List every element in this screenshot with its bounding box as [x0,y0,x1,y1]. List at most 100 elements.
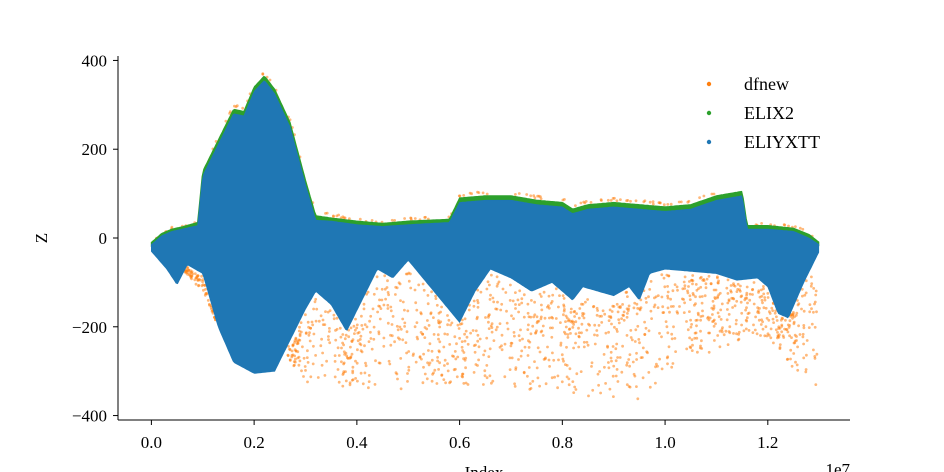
y-ticks: −400 −200 0 200 400 [72,51,118,426]
data-point-dfnew [666,296,670,300]
data-point-dfnew [633,301,637,305]
data-point-dfnew [421,282,425,286]
data-point-dfnew [461,318,464,322]
data-point-dfnew [520,301,524,305]
data-point-dfnew [366,290,370,294]
data-point-dfnew [752,281,756,284]
data-point-dfnew [197,277,201,281]
data-point-dfnew [344,370,347,373]
x-tick-label: 0.8 [552,433,573,452]
data-point-dfnew [367,374,371,377]
data-point-dfnew [403,321,407,325]
data-point-dfnew [341,215,345,219]
data-point-dfnew [365,292,368,296]
data-point-dfnew [660,367,664,371]
data-point-dfnew [571,326,575,329]
data-point-dfnew [611,304,615,308]
data-point-dfnew [550,300,554,303]
data-point-dfnew [202,288,205,292]
data-point-dfnew [446,333,449,336]
data-point-dfnew [683,275,687,279]
data-point-dfnew [404,272,408,276]
data-point-dfnew [596,372,600,376]
data-point-dfnew [533,196,537,200]
data-point-dfnew [472,371,476,374]
data-point-dfnew [801,227,805,231]
data-point-dfnew [707,318,711,322]
data-point-dfnew [547,358,551,362]
data-point-dfnew [579,201,583,205]
data-point-dfnew [413,288,417,292]
data-point-dfnew [542,358,546,361]
data-point-dfnew [602,353,606,356]
data-point-dfnew [629,329,633,332]
data-point-dfnew [611,345,615,348]
data-point-dfnew [557,305,560,309]
data-point-dfnew [357,331,361,334]
data-point-dfnew [573,310,577,313]
data-point-dfnew [617,318,621,321]
data-point-dfnew [526,374,529,378]
data-point-dfnew [552,358,556,362]
data-point-dfnew [556,386,559,390]
data-point-dfnew [311,362,315,366]
data-point-dfnew [609,315,613,318]
data-point-dfnew [554,287,558,291]
data-point-dfnew [442,378,446,381]
data-point-dfnew [350,352,354,356]
data-point-dfnew [696,350,699,354]
data-point-dfnew [333,354,337,357]
legend-marker-dfnew [706,81,712,87]
data-point-dfnew [425,377,429,381]
data-point-dfnew [290,349,294,353]
data-point-dfnew [422,288,426,292]
data-point-dfnew [586,298,589,301]
data-point-dfnew [481,191,485,195]
data-point-dfnew [562,313,565,317]
data-point-dfnew [466,342,470,346]
data-point-dfnew [697,287,700,290]
data-point-dfnew [291,353,295,357]
data-point-dfnew [599,391,602,395]
data-point-dfnew [369,337,373,340]
data-point-dfnew [796,368,800,372]
data-point-dfnew [615,199,619,203]
data-point-dfnew [752,302,756,306]
data-point-dfnew [716,311,720,315]
data-point-dfnew [719,318,723,321]
data-point-dfnew [577,331,581,335]
data-point-dfnew [548,316,551,320]
data-point-dfnew [371,307,375,311]
data-point-dfnew [505,309,508,313]
data-point-dfnew [807,326,811,329]
data-point-dfnew [500,302,504,306]
data-point-dfnew [288,359,292,362]
data-point-dfnew [349,355,353,359]
data-point-dfnew [699,318,702,322]
data-point-dfnew [414,301,418,305]
data-point-dfnew [713,297,717,300]
data-point-dfnew [557,358,560,362]
data-point-dfnew [648,288,652,291]
data-point-dfnew [618,356,622,359]
data-point-dfnew [391,315,395,318]
data-point-dfnew [495,284,499,288]
data-point-dfnew [344,351,348,355]
data-point-dfnew [396,377,399,381]
data-point-dfnew [744,308,747,312]
legend-label-dfnew: dfnew [744,74,789,94]
data-point-dfnew [312,332,316,336]
data-point-dfnew [513,385,517,388]
data-point-dfnew [390,334,394,338]
data-point-dfnew [727,313,731,316]
data-point-dfnew [761,301,764,305]
data-point-dfnew [396,328,400,332]
data-point-dfnew [346,356,349,360]
data-point-dfnew [440,305,443,309]
data-point-dfnew [383,274,387,278]
data-point-dfnew [537,194,541,198]
data-point-dfnew [312,344,315,348]
data-point-dfnew [448,381,451,385]
data-point-dfnew [600,321,604,324]
data-point-dfnew [718,345,722,349]
